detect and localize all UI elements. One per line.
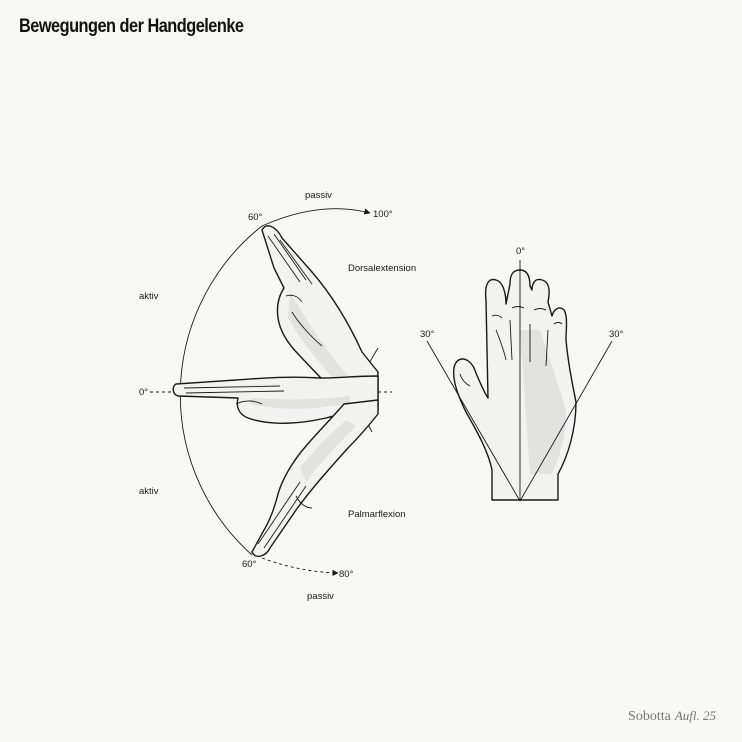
palmarflexion-label: Palmarflexion (348, 509, 406, 520)
publisher-brand: Sobotta (628, 709, 671, 724)
hand-dorsal-extension (261, 225, 379, 403)
extension-passive-degree-label: 100° (373, 209, 393, 220)
active-label-top: aktiv (139, 291, 159, 302)
passive-flexion-arc (261, 557, 339, 576)
active-label-bottom: aktiv (139, 486, 159, 497)
center-degree-label: 0° (516, 246, 525, 257)
flexion-active-degree-label: 60° (242, 559, 257, 570)
hand-dorsal-view (452, 269, 577, 501)
dorsalextension-label: Dorsalextension (348, 263, 416, 274)
hand-neutral (172, 375, 379, 424)
radial-abduction-line (426, 340, 521, 502)
abduction-diagram: 0° 30° 30° (420, 246, 624, 502)
page-title: Bewegungen der Handgelenke (19, 16, 244, 37)
publisher-footer: Sobotta Aufl. 25 (628, 707, 716, 725)
passive-label-top: passiv (305, 190, 332, 201)
radial-degree-label: 30° (420, 329, 435, 340)
ulnar-abduction-line (519, 340, 613, 502)
extension-active-degree-label: 60° (248, 212, 263, 223)
ulnar-degree-label: 30° (609, 329, 624, 340)
extension-flexion-diagram: passiv 60° 100° Dorsalextension aktiv 0°… (139, 190, 416, 602)
passive-extension-arc (261, 208, 371, 227)
flexion-passive-degree-label: 80° (339, 569, 354, 580)
neutral-degree-label: 0° (139, 387, 148, 398)
edition-label: Aufl. 25 (674, 708, 716, 723)
hand-palmar-flexion (251, 399, 379, 558)
passive-label-bottom: passiv (307, 591, 334, 602)
